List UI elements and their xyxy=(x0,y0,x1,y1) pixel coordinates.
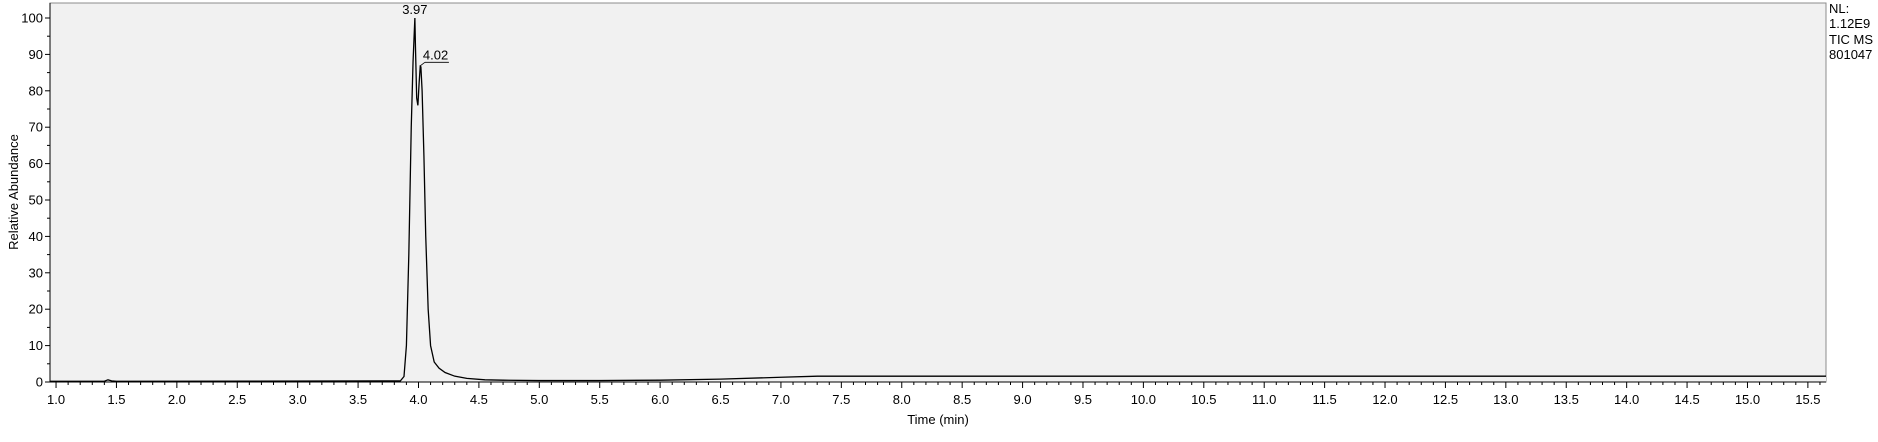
y-tick-label: 40 xyxy=(29,229,43,244)
x-tick-label: 10.5 xyxy=(1191,392,1216,407)
y-tick-label: 0 xyxy=(36,375,43,390)
x-tick-label: 15.0 xyxy=(1735,392,1760,407)
nl-value: 1.12E9 xyxy=(1829,16,1870,31)
y-axis-title: Relative Abundance xyxy=(6,134,21,250)
tic-trace-line xyxy=(50,17,1826,382)
x-tick-label: 11.5 xyxy=(1312,392,1336,407)
nl-label: NL: xyxy=(1829,1,1849,16)
y-tick-label: 70 xyxy=(29,120,43,135)
scan-filter: TIC MS xyxy=(1829,32,1873,47)
peak-annotations: 3.97 4.02 xyxy=(402,2,449,66)
peak-label: 4.02 xyxy=(423,47,448,62)
y-tick-label: 30 xyxy=(29,265,43,280)
x-tick-label: 13.5 xyxy=(1554,392,1579,407)
plot-background xyxy=(49,2,1827,383)
y-axis: 0 10 20 30 40 50 60 70 80 90 100 xyxy=(21,3,51,390)
x-tick-label: 2.0 xyxy=(168,392,186,407)
x-tick-label: 1.5 xyxy=(107,392,125,407)
peak-label: 3.97 xyxy=(402,2,427,17)
y-tick-label: 20 xyxy=(29,302,43,317)
x-tick-label: 4.0 xyxy=(409,392,427,407)
x-tick-label: 9.5 xyxy=(1074,392,1092,407)
x-tick-label: 3.0 xyxy=(289,392,307,407)
y-tick-label: 90 xyxy=(29,47,43,62)
x-tick-label: 6.5 xyxy=(711,392,729,407)
y-tick-label: 100 xyxy=(21,11,43,26)
normalization-info: NL: 1.12E9 TIC MS 801047 xyxy=(1829,1,1873,62)
x-tick-label: 13.0 xyxy=(1493,392,1518,407)
x-tick-label: 4.5 xyxy=(470,392,488,407)
x-tick-label: 5.0 xyxy=(530,392,548,407)
x-tick-label: 5.5 xyxy=(591,392,609,407)
x-tick-label: 8.0 xyxy=(893,392,911,407)
x-tick-label: 7.0 xyxy=(772,392,790,407)
x-tick-label: 14.0 xyxy=(1614,392,1639,407)
x-tick-label: 3.5 xyxy=(349,392,367,407)
x-tick-label: 12.5 xyxy=(1433,392,1458,407)
y-tick-label: 60 xyxy=(29,156,43,171)
x-tick-label: 9.0 xyxy=(1014,392,1032,407)
x-tick-label: 11.0 xyxy=(1252,392,1276,407)
x-tick-label: 15.5 xyxy=(1795,392,1820,407)
scan-number: 801047 xyxy=(1829,47,1872,62)
y-tick-label: 10 xyxy=(29,338,43,353)
x-tick-label: 12.0 xyxy=(1372,392,1397,407)
x-tick-label: 10.0 xyxy=(1131,392,1156,407)
x-tick-label: 1.0 xyxy=(47,392,65,407)
x-axis-title: Time (min) xyxy=(907,412,969,427)
x-tick-label: 6.0 xyxy=(651,392,669,407)
x-tick-label: 2.5 xyxy=(228,392,246,407)
x-tick-label: 14.5 xyxy=(1674,392,1699,407)
peak-label-leader xyxy=(420,61,426,66)
x-tick-label: 7.5 xyxy=(832,392,850,407)
x-tick-label: 8.5 xyxy=(953,392,971,407)
y-tick-label: 50 xyxy=(29,193,43,208)
y-tick-label: 80 xyxy=(29,83,43,98)
x-axis: 1.0 1.5 2.0 2.5 3.0 3.5 4.0 4.5 5.0 5.5 6.0 6.5 7.0 7… xyxy=(47,381,1826,407)
